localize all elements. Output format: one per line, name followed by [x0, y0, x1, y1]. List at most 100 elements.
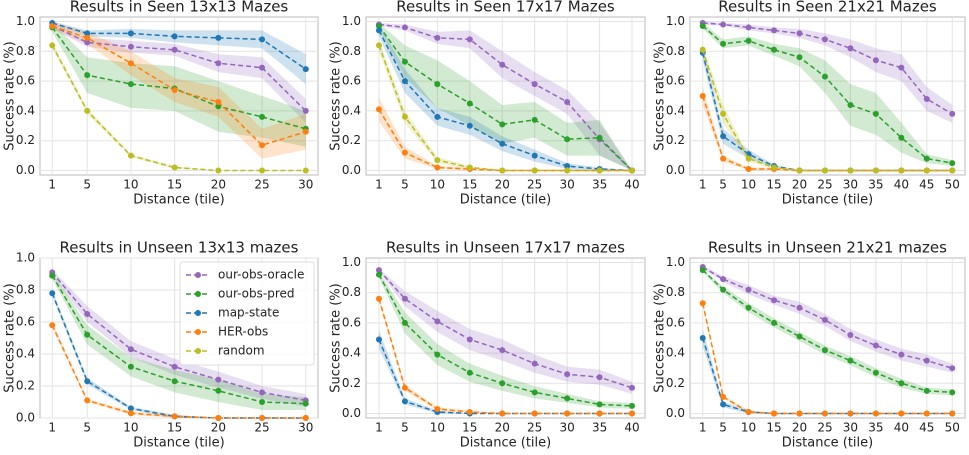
data-point [821, 36, 828, 43]
x-tick-label: 20 [792, 421, 807, 435]
x-tick-label: 40 [624, 421, 639, 435]
data-point [872, 369, 879, 376]
data-point [466, 36, 473, 43]
data-point [898, 167, 905, 174]
data-point [629, 167, 636, 174]
plot-area [689, 257, 966, 419]
data-point [821, 73, 828, 80]
data-point [259, 389, 266, 396]
x-tick-label: 30 [559, 178, 574, 192]
x-tick-label: 25 [817, 178, 832, 192]
data-point [215, 98, 222, 105]
data-point [434, 351, 441, 358]
x-axis-label: Distance (tile) [782, 436, 873, 451]
x-tick-label: 20 [495, 421, 510, 435]
y-tick-label: 0.4 [666, 103, 685, 117]
series-line [702, 266, 953, 369]
data-point [564, 395, 571, 402]
data-point [629, 402, 636, 409]
x-tick-label: 5 [83, 421, 91, 435]
data-point [596, 374, 603, 381]
data-point [699, 267, 706, 274]
data-point [771, 27, 778, 34]
x-tick-label: 10 [741, 421, 756, 435]
data-point [401, 78, 408, 85]
data-point [49, 22, 56, 29]
data-point [796, 167, 803, 174]
y-tick-label: 0.0 [16, 411, 35, 425]
data-point [531, 389, 538, 396]
data-point [847, 410, 854, 417]
chart-title: Results in Unseen 13x13 mazes [60, 239, 299, 257]
data-point [796, 30, 803, 37]
data-point [49, 322, 56, 329]
data-point [171, 33, 178, 40]
confidence-band [378, 22, 633, 171]
x-axis-label: Distance (tile) [133, 436, 224, 451]
legend-label: our-obs-pred [218, 287, 295, 301]
data-point [302, 107, 309, 114]
data-point [745, 304, 752, 311]
data-point [596, 167, 603, 174]
confidence-band [378, 22, 633, 171]
data-point [898, 134, 905, 141]
x-tick-label: 25 [254, 178, 269, 192]
data-point [302, 167, 309, 174]
data-point [215, 34, 222, 41]
data-point [215, 167, 222, 174]
data-point [796, 333, 803, 340]
y-tick-label: 0.6 [342, 74, 361, 88]
data-point [171, 46, 178, 53]
plot-area [365, 257, 646, 419]
x-tick-label: 15 [766, 421, 781, 435]
legend-marker [195, 272, 201, 278]
data-point [466, 122, 473, 129]
x-tick-label: 10 [430, 178, 445, 192]
data-point [84, 397, 91, 404]
data-point [401, 24, 408, 31]
data-point [796, 304, 803, 311]
data-point [499, 410, 506, 417]
x-axis-label: Distance (tile) [782, 193, 873, 208]
data-point [259, 36, 266, 43]
data-point [49, 42, 56, 49]
data-point [847, 357, 854, 364]
data-point [171, 413, 178, 420]
data-point [745, 37, 752, 44]
y-axis-label: Success rate (%) [3, 283, 18, 393]
data-point [771, 164, 778, 171]
confidence-band [702, 22, 953, 167]
x-tick-label: 15 [766, 178, 781, 192]
data-point [49, 272, 56, 279]
data-point [898, 410, 905, 417]
data-point [531, 167, 538, 174]
data-point [821, 347, 828, 354]
y-tick-label: 0.4 [666, 346, 685, 360]
x-tick-label: 30 [843, 421, 858, 435]
data-point [434, 34, 441, 41]
confidence-band [52, 21, 306, 85]
chart-title: Results in Unseen 21x21 mazes [708, 239, 947, 257]
data-point [847, 45, 854, 52]
data-point [466, 164, 473, 171]
data-point [949, 110, 956, 117]
confidence-band [702, 21, 953, 123]
data-point [499, 121, 506, 128]
x-tick-label: 20 [792, 178, 807, 192]
subplot: 0.0 0.2 0.4 0.6 0.8 1.0 1 5 10 15 20 25 30 35 40 45 50 Re… [653, 239, 966, 451]
data-point [531, 410, 538, 417]
confidence-band [52, 22, 306, 147]
data-point [771, 46, 778, 53]
data-point [771, 319, 778, 326]
data-point [596, 410, 603, 417]
y-tick-label: 1.0 [666, 255, 685, 269]
legend-label: HER-obs [218, 325, 268, 339]
confidence-band [702, 87, 953, 171]
data-point [127, 152, 134, 159]
data-point [375, 295, 382, 302]
data-point [821, 410, 828, 417]
legend-label: our-obs-oracle [218, 268, 304, 282]
series-line [378, 25, 633, 172]
data-point [84, 107, 91, 114]
x-axis-label: Distance (tile) [133, 193, 224, 208]
